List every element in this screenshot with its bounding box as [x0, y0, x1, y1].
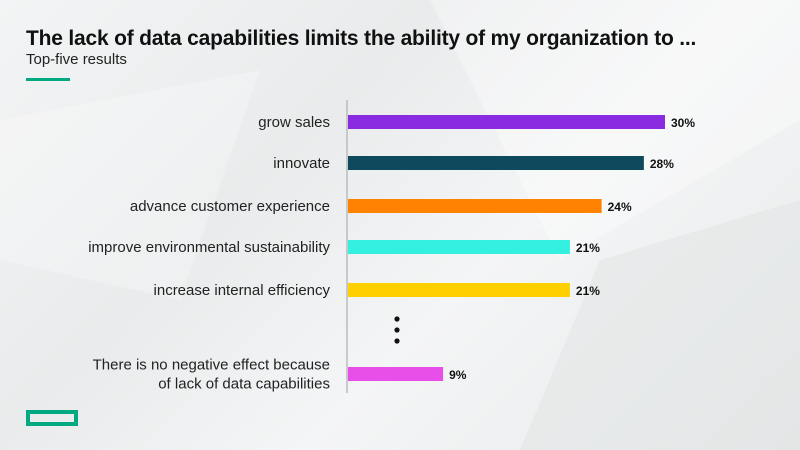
category-label-0: grow sales	[258, 114, 330, 131]
value-label-0: 30%	[671, 116, 695, 130]
vertical-ellipsis-icon	[394, 316, 400, 322]
value-label-2: 24%	[608, 200, 632, 214]
value-label-3: 21%	[576, 241, 600, 255]
vertical-ellipsis-dot	[394, 338, 400, 344]
bar-0	[348, 115, 665, 129]
category-label-1: innovate	[273, 155, 330, 172]
bar-1	[348, 156, 644, 170]
bar-3	[348, 240, 570, 254]
value-label-1: 28%	[650, 157, 674, 171]
hpe-rectangle-logo-icon	[26, 410, 78, 426]
chart-subtitle: Top-five results	[26, 51, 127, 68]
vertical-ellipsis-dot	[394, 327, 400, 333]
bar-4	[348, 283, 570, 297]
category-label-2: advance customer experience	[130, 198, 330, 215]
category-label-5-line-1: of lack of data capabilities	[158, 376, 330, 393]
chart-title: The lack of data capabilities limits the…	[26, 27, 697, 50]
subtitle-accent-bar	[26, 78, 70, 81]
category-label-4: increase internal efficiency	[154, 282, 331, 299]
category-label-5-line-0: There is no negative effect because	[93, 357, 330, 374]
value-label-4: 21%	[576, 284, 600, 298]
bar-5	[348, 367, 444, 381]
category-label-3: improve environmental sustainability	[88, 239, 330, 256]
value-label-5: 9%	[449, 368, 467, 382]
bar-2	[348, 199, 602, 213]
